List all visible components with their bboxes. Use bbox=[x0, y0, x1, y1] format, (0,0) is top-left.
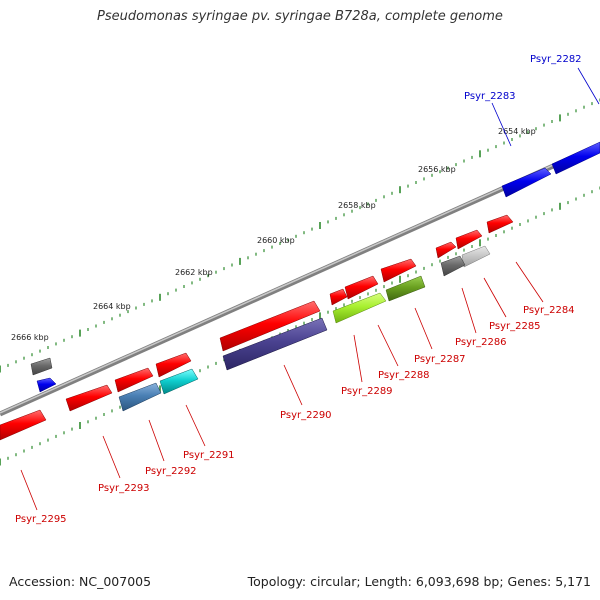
gene-feature-purple-2290[interactable] bbox=[222, 317, 328, 371]
map-title: Pseudomonas syringae pv. syringae B728a,… bbox=[97, 9, 503, 24]
gene-feature-2287[interactable] bbox=[380, 258, 417, 283]
gene-feature-2282[interactable] bbox=[551, 141, 600, 175]
kbp-label-2662: 2662 kbp bbox=[175, 268, 213, 277]
gene-label-psyr-2283[interactable]: Psyr_2283 bbox=[464, 91, 516, 102]
gene-feature-2288[interactable] bbox=[344, 275, 379, 300]
gene-feature-cyan-2291[interactable] bbox=[159, 368, 199, 395]
gene-label-psyr-2285[interactable]: Psyr_2285 bbox=[489, 321, 541, 332]
kbp-label-2656: 2656 kbp bbox=[418, 165, 456, 174]
gene-feature-2291[interactable] bbox=[155, 352, 192, 378]
genome-backbone bbox=[0, 142, 600, 417]
gene-label-psyr-2291[interactable]: Psyr_2291 bbox=[183, 450, 235, 461]
gene-feature-2295[interactable] bbox=[0, 409, 47, 441]
label-leader-lines-blue bbox=[491, 67, 600, 147]
gene-feature-gray-2285[interactable] bbox=[461, 245, 491, 268]
genome-info-text: Topology: circular; Length: 6,093,698 bp… bbox=[247, 574, 591, 589]
gene-feature-2295-neighbor[interactable] bbox=[36, 377, 57, 393]
accession-text: Accession: NC_007005 bbox=[9, 574, 152, 589]
gene-label-psyr-2288[interactable]: Psyr_2288 bbox=[378, 370, 430, 381]
gene-feature-2292[interactable] bbox=[114, 367, 154, 393]
gene-feature-gray-small[interactable] bbox=[30, 357, 53, 376]
gene-label-psyr-2289[interactable]: Psyr_2289 bbox=[341, 386, 393, 397]
gene-feature-2289[interactable] bbox=[329, 288, 348, 306]
kbp-label-2664: 2664 kbp bbox=[93, 302, 131, 311]
gene-label-psyr-2295[interactable]: Psyr_2295 bbox=[15, 514, 67, 525]
kbp-label-2666: 2666 kbp bbox=[11, 333, 49, 342]
gene-label-psyr-2290[interactable]: Psyr_2290 bbox=[280, 410, 332, 421]
kbp-label-2660: 2660 kbp bbox=[257, 236, 295, 245]
gene-features bbox=[0, 141, 600, 441]
gene-feature-2290[interactable] bbox=[219, 300, 321, 352]
gene-label-psyr-2282[interactable]: Psyr_2282 bbox=[530, 54, 582, 65]
gene-label-psyr-2292[interactable]: Psyr_2292 bbox=[145, 466, 197, 477]
gene-feature-olive-2287[interactable] bbox=[385, 275, 426, 302]
gene-feature-2283[interactable] bbox=[501, 167, 552, 198]
gene-label-psyr-2287[interactable]: Psyr_2287 bbox=[414, 354, 466, 365]
label-leader-lines bbox=[20, 261, 544, 511]
gene-feature-lime-2289[interactable] bbox=[332, 292, 387, 324]
kbp-ruler-top bbox=[0, 98, 600, 373]
gene-feature-2293[interactable] bbox=[65, 384, 113, 412]
gene-feature-2284[interactable] bbox=[486, 214, 514, 234]
gene-label-psyr-2284[interactable]: Psyr_2284 bbox=[523, 305, 575, 316]
gene-label-psyr-2293[interactable]: Psyr_2293 bbox=[98, 483, 150, 494]
gene-feature-2286[interactable] bbox=[435, 241, 457, 259]
kbp-label-2658: 2658 kbp bbox=[338, 201, 376, 210]
gene-feature-2285[interactable] bbox=[455, 229, 483, 250]
gene-label-psyr-2286[interactable]: Psyr_2286 bbox=[455, 337, 507, 348]
kbp-label-2654: 2654 kbp bbox=[498, 127, 536, 136]
gene-feature-gray-2286[interactable] bbox=[440, 255, 466, 277]
gene-feature-steel-2292[interactable] bbox=[118, 382, 162, 412]
kbp-ruler-bottom bbox=[0, 186, 600, 466]
